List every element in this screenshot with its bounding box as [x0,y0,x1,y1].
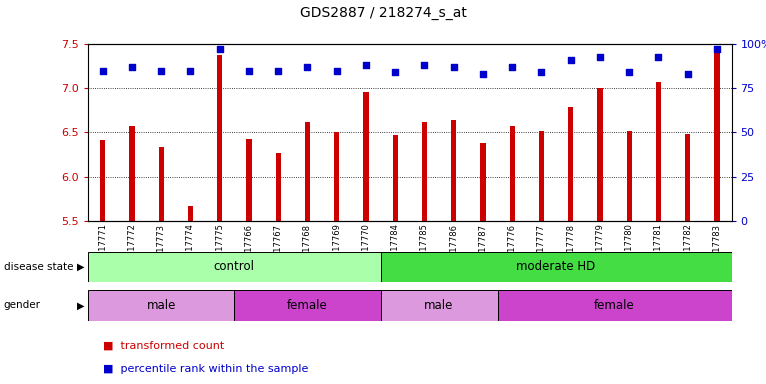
Point [623,70,635,76]
Point [97,68,109,74]
Point [447,64,460,70]
Point [389,70,401,76]
Bar [509,126,515,221]
Point [476,71,489,77]
Text: ▶: ▶ [77,300,84,310]
Bar [627,131,632,221]
Bar [656,82,661,221]
Bar [188,206,193,221]
Text: female: female [287,299,328,312]
Bar [247,139,251,221]
Bar [538,131,544,221]
Bar [451,120,457,221]
Bar [334,132,339,221]
Point [243,68,255,74]
Bar [392,135,398,221]
Point [535,70,548,76]
Bar [381,252,732,282]
Text: gender: gender [4,300,41,310]
Point [653,53,665,60]
Text: female: female [594,299,635,312]
Point [126,64,138,70]
Point [506,64,519,70]
Bar [276,153,281,221]
Bar [217,55,222,221]
Text: ▶: ▶ [77,262,84,272]
Bar [305,122,310,221]
Bar [685,134,690,221]
Bar [381,290,498,321]
Point [214,46,226,53]
Text: male: male [146,299,176,312]
Text: GDS2887 / 218274_s_at: GDS2887 / 218274_s_at [300,6,466,20]
Text: ■  transformed count: ■ transformed count [103,341,224,351]
Point [360,62,372,68]
Bar [498,290,732,321]
Text: ■  percentile rank within the sample: ■ percentile rank within the sample [103,364,309,374]
Point [418,62,430,68]
Text: disease state: disease state [4,262,74,272]
Bar [234,290,381,321]
Point [155,68,167,74]
Point [565,57,577,63]
Text: control: control [214,260,255,273]
Bar [480,143,486,221]
Bar [568,107,573,221]
Point [594,53,606,60]
Bar [88,252,381,282]
Bar [159,147,164,221]
Point [711,46,723,53]
Point [682,71,694,77]
Bar [597,88,603,221]
Point [185,68,197,74]
Bar [714,51,719,221]
Text: moderate HD: moderate HD [516,260,596,273]
Bar [100,139,106,221]
Point [301,64,313,70]
Text: male: male [424,299,453,312]
Bar [422,122,427,221]
Bar [129,126,135,221]
Bar [363,92,368,221]
Point [331,68,343,74]
Point [272,68,284,74]
Bar [88,290,234,321]
